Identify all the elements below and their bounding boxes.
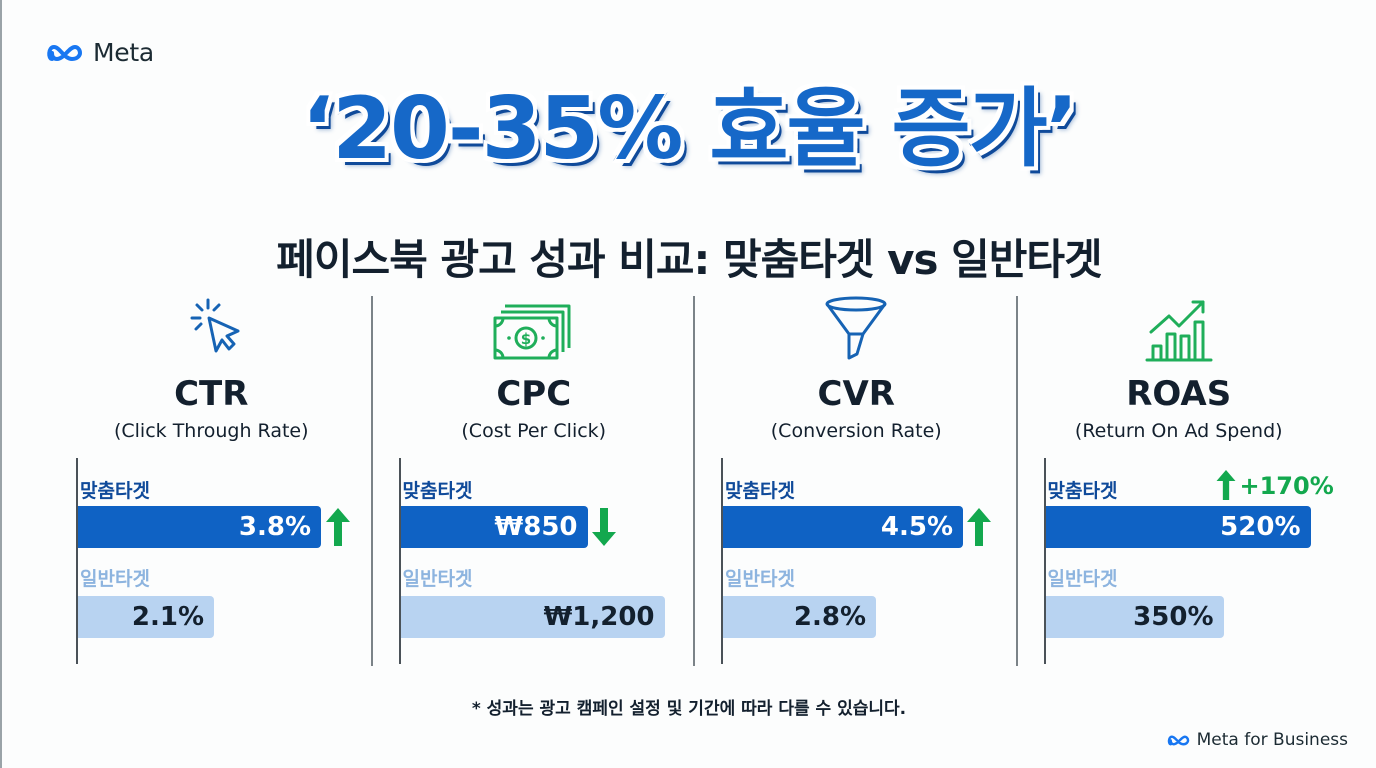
general-target-label: 일반타겟 [1047, 568, 1118, 590]
axis-line [398, 458, 401, 664]
headline: ‘20-35% 효율 증가’ [300, 79, 1080, 179]
general-target-bar: 350% [1045, 596, 1224, 638]
meta-infinity-icon [1167, 735, 1189, 745]
arrow-up-icon [967, 508, 991, 546]
page-subtitle: 페이스북 광고 성과 비교: 맞춤타겟 vs 일반타겟 [276, 235, 1102, 284]
cursor-click-icon [190, 298, 240, 353]
custom-target-bar: 520% [1045, 506, 1311, 548]
general-target-label: 일반타겟 [402, 568, 473, 590]
footnote: * 성과는 광고 캠페인 설정 및 기간에 따라 다를 수 있습니다. [471, 699, 907, 719]
roas-delta: +170% [1239, 472, 1334, 500]
axis-line [721, 458, 723, 664]
metric-ctr: CTR (Click Through Rate) 맞춤타겟 3.8% 일반타겟 … [50, 296, 373, 666]
metric-cpc: $ CPC (Cost Per Click) 맞춤타겟 ₩850 일반타겟 ₩1… [373, 296, 695, 666]
growth-chart-icon [1145, 300, 1213, 362]
custom-target-label: 맞춤타겟 [725, 480, 795, 502]
arrow-up-icon [326, 508, 350, 546]
meta-infinity-icon [47, 44, 83, 61]
custom-target-bar: 3.8% [78, 506, 321, 548]
meta-logo: Meta [46, 38, 154, 67]
general-target-bar: 2.1% [78, 596, 214, 638]
meta-for-business-logo: Meta for Business [1167, 730, 1348, 750]
metric-title: ROAS [1126, 374, 1232, 414]
metric-subtitle: (Cost Per Click) [461, 420, 607, 442]
svg-text:$: $ [521, 330, 531, 348]
custom-target-label: 맞춤타겟 [80, 480, 150, 502]
metric-subtitle: (Click Through Rate) [113, 420, 309, 442]
column-divider [693, 296, 695, 666]
custom-target-bar: 4.5% [723, 506, 963, 548]
general-target-bar: 2.8% [723, 596, 876, 638]
general-target-label: 일반타겟 [725, 568, 795, 590]
money-bills-icon: $ [493, 304, 571, 360]
meta-for-business-text: Meta for Business [1196, 730, 1348, 750]
metrics-panel: CTR (Click Through Rate) 맞춤타겟 3.8% 일반타겟 … [50, 296, 1340, 666]
metric-subtitle: (Conversion Rate) [770, 420, 942, 442]
metric-title: CVR [817, 374, 895, 414]
axis-line [76, 458, 78, 664]
arrow-down-icon [591, 508, 616, 546]
metric-title: CTR [174, 374, 249, 414]
custom-target-label: 맞춤타겟 [402, 480, 473, 502]
arrow-up-icon [1216, 470, 1235, 500]
custom-target-bar: ₩850 [400, 506, 588, 548]
metric-cvr: CVR (Conversion Rate) 맞춤타겟 4.5% 일반타겟 2.8… [695, 296, 1018, 666]
funnel-icon [825, 296, 887, 360]
general-target-bar: ₩1,200 [400, 596, 665, 638]
axis-line [1043, 458, 1046, 664]
metric-roas: ROAS (Return On Ad Spend) 맞춤타겟 +170% 520… [1018, 296, 1341, 666]
metric-title: CPC [496, 374, 572, 414]
custom-target-label: 맞춤타겟 [1047, 480, 1118, 502]
column-divider [1015, 296, 1018, 666]
meta-logo-text: Meta [93, 38, 154, 67]
column-divider [370, 296, 373, 666]
general-target-label: 일반타겟 [80, 568, 150, 590]
metric-subtitle: (Return On Ad Spend) [1074, 420, 1283, 442]
